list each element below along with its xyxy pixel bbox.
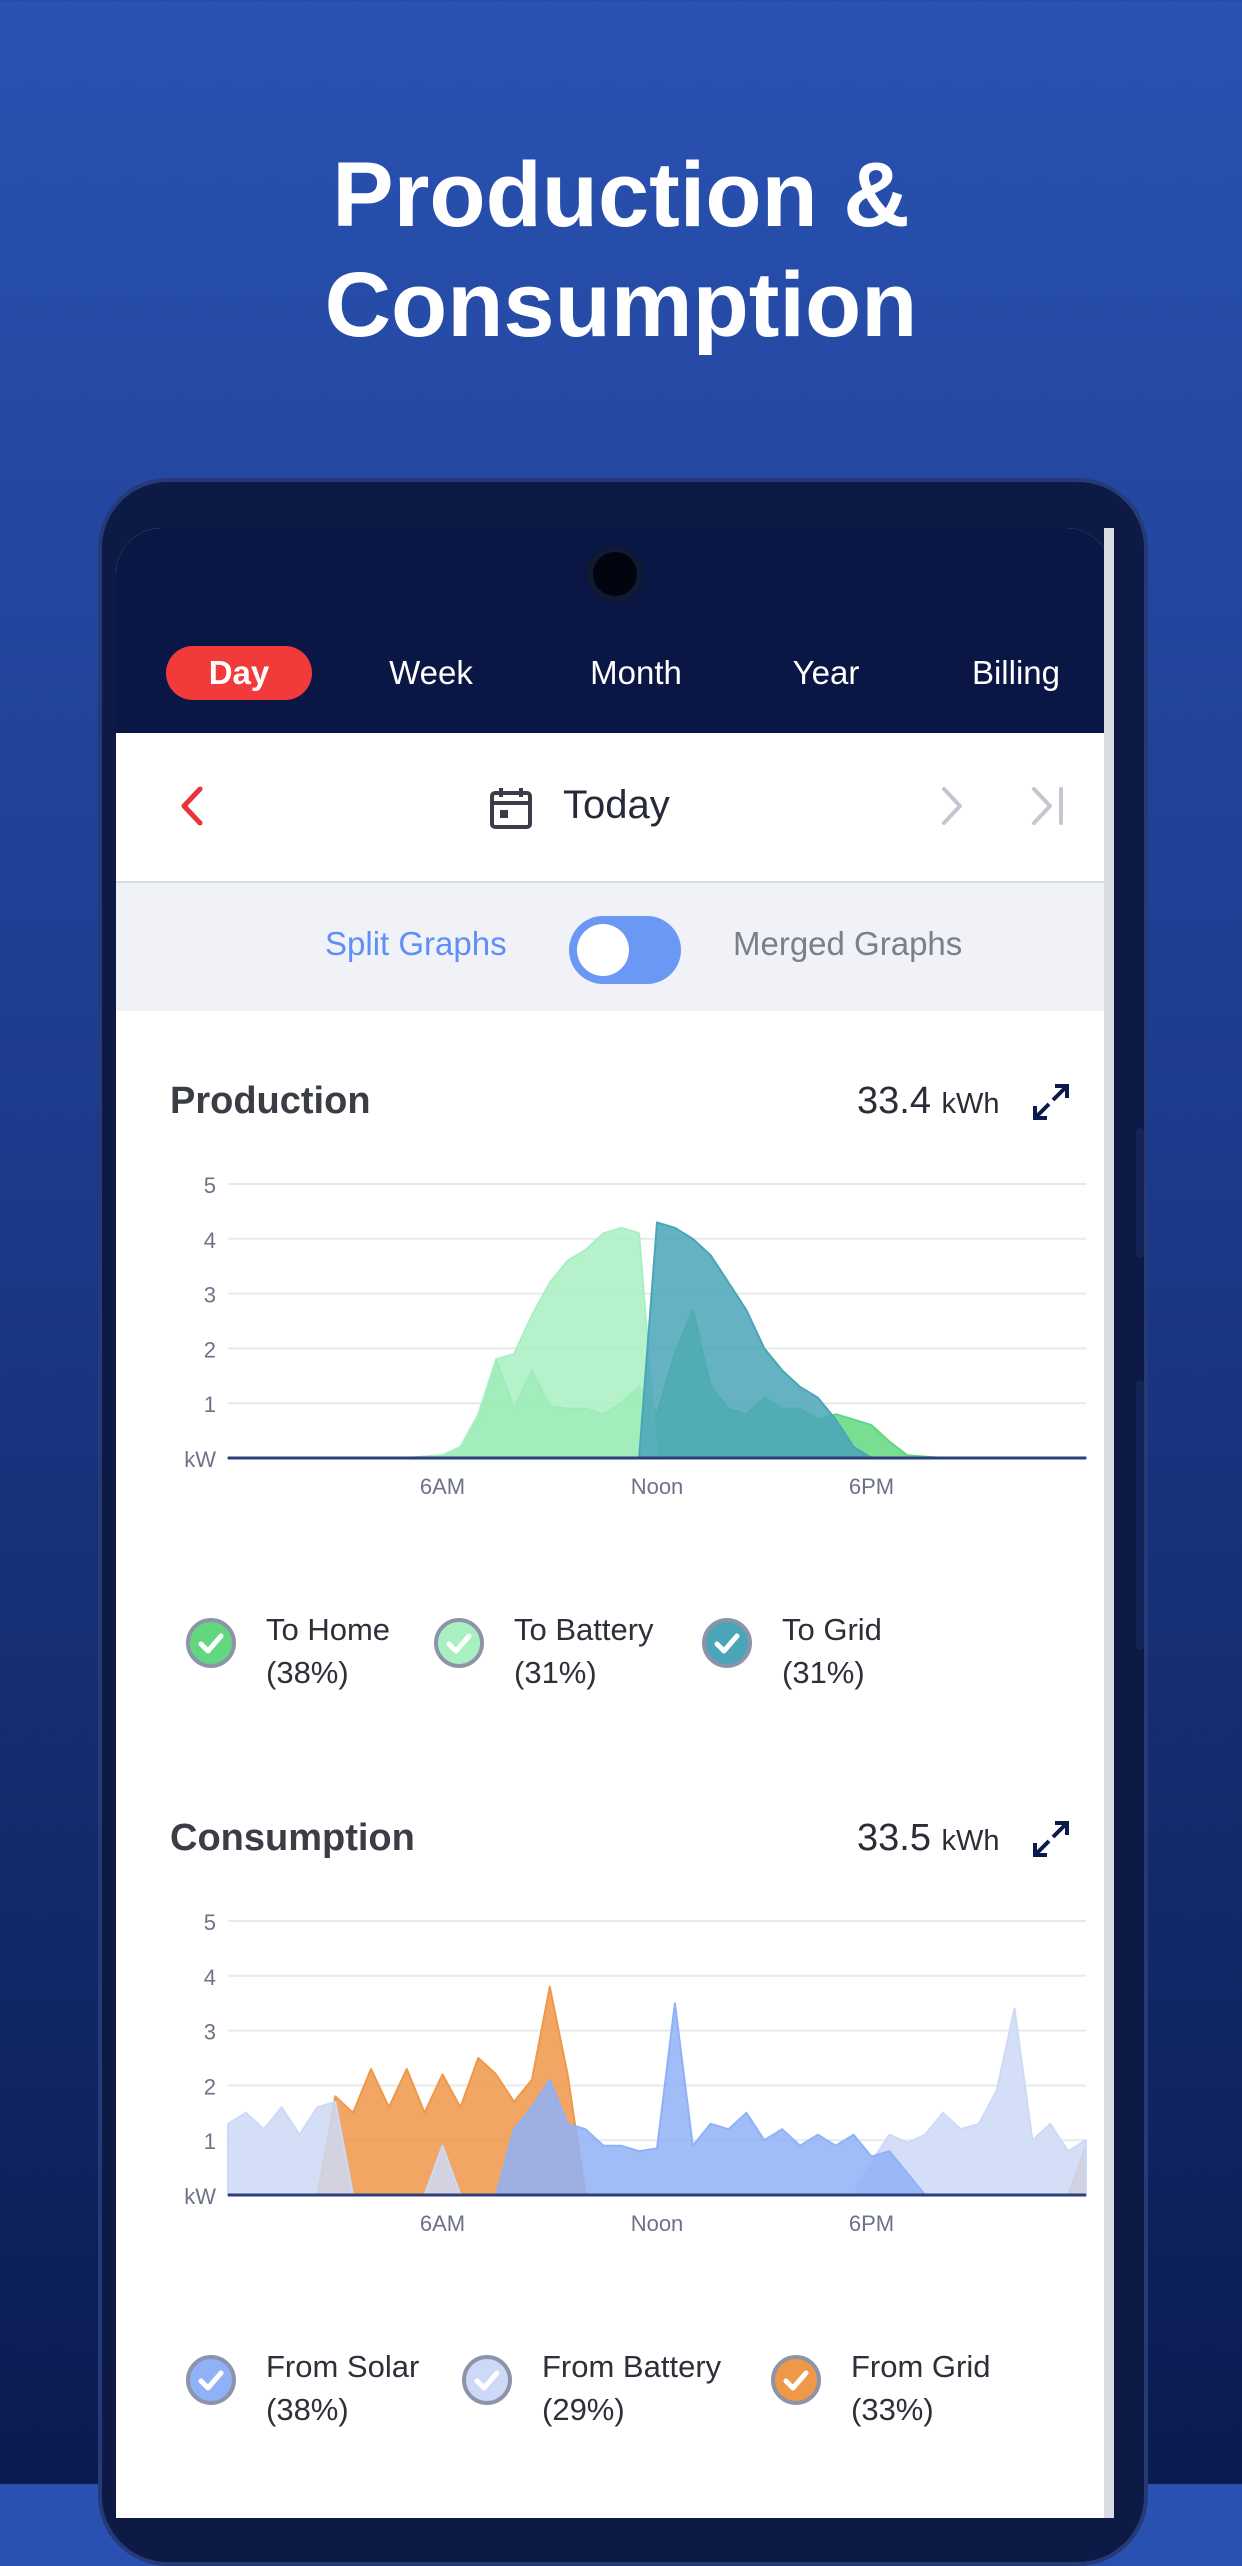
consumption-chart: kW 1 2 3 4 5 6AM Noon 6PM (184, 1910, 1087, 2235)
tab-day[interactable]: Day (166, 646, 312, 700)
production-x-tick: Noon (631, 1474, 684, 1498)
production-y-tick: kW (184, 1447, 216, 1472)
consumption-total: 33.5 kWh (857, 1817, 1000, 1860)
production-y-tick: 4 (204, 1228, 216, 1253)
merged-graphs-label[interactable]: Merged Graphs (733, 925, 963, 962)
production-total-unit: kWh (941, 1088, 1000, 1120)
production-chart: kW 1 2 3 4 5 6AM Noon 6PM (184, 1173, 1087, 1498)
screen-edge (1104, 528, 1114, 2518)
from-solar-check-icon (186, 2355, 236, 2405)
checkmark-stroke (714, 1633, 740, 1654)
to-battery-label: To Battery (514, 1612, 654, 1647)
checkmark-icon (714, 1633, 740, 1654)
production-y-tick: 3 (204, 1283, 216, 1308)
consumption-total-value: 33.5 (857, 1817, 931, 1859)
consumption-title: Consumption (170, 1817, 415, 1859)
split-graphs-label[interactable]: Split Graphs (325, 925, 507, 962)
front-camera (587, 546, 643, 602)
headline-line-1: Production & (332, 144, 910, 246)
consumption-x-tick: 6PM (849, 2211, 894, 2235)
skip-to-end-icon[interactable] (1028, 783, 1068, 829)
expand-production-icon[interactable] (1031, 1082, 1071, 1122)
graph-mode-toggle[interactable] (569, 916, 681, 984)
production-series-to-grid (227, 1221, 1087, 1459)
calendar-icon (490, 788, 532, 829)
checkmark-icon (783, 2370, 809, 2391)
volume-button (1136, 1128, 1144, 1258)
to-battery-check-icon (434, 1618, 484, 1668)
production-y-tick: 5 (204, 1173, 216, 1198)
consumption-y-tick: 4 (204, 1965, 216, 1990)
checkmark-icon (198, 2370, 224, 2391)
consumption-total-unit: kWh (941, 1825, 1000, 1857)
to-home-pct: (38%) (266, 1655, 349, 1690)
headline-line-2: Consumption (324, 254, 918, 356)
chevron-left-icon[interactable] (176, 783, 206, 829)
checkmark-icon (198, 1633, 224, 1654)
production-x-tick: 6PM (849, 1474, 894, 1498)
consumption-y-tick: kW (184, 2184, 216, 2209)
chevron-right-icon[interactable] (938, 783, 968, 829)
consumption-y-tick: 3 (204, 2020, 216, 2045)
to-home-check-icon (186, 1618, 236, 1668)
checkmark-stroke (783, 2370, 809, 2391)
to-grid-label: To Grid (782, 1612, 882, 1647)
from-solar-label: From Solar (266, 2349, 420, 2384)
production-x-tick: 6AM (420, 1474, 465, 1498)
tab-year[interactable]: Year (792, 654, 860, 691)
production-y-tick: 1 (204, 1392, 216, 1417)
from-grid-check-icon (771, 2355, 821, 2405)
production-total-value: 33.4 (857, 1080, 931, 1122)
from-grid-pct: (33%) (851, 2392, 934, 2427)
checkmark-icon (446, 1633, 472, 1654)
headline: Production & Consumption (0, 140, 1242, 360)
power-button (1136, 1380, 1144, 1650)
tab-month[interactable]: Month (590, 654, 682, 691)
to-home-label: To Home (266, 1612, 391, 1647)
consumption-y-tick: 2 (204, 2074, 216, 2099)
checkmark-stroke (446, 1633, 472, 1654)
consumption-x-tick: Noon (631, 2211, 684, 2235)
to-battery-pct: (31%) (514, 1655, 597, 1690)
graph-mode-bar: Split Graphs Merged Graphs (116, 883, 1112, 1011)
date-label[interactable]: Today (563, 783, 670, 827)
date-navigator: Today (116, 733, 1112, 883)
expand-consumption-icon[interactable] (1031, 1819, 1071, 1859)
production-y-tick: 2 (204, 1337, 216, 1362)
to-grid-check-icon (702, 1618, 752, 1668)
checkmark-stroke (198, 2370, 224, 2391)
from-grid-label: From Grid (851, 2349, 991, 2384)
from-battery-label: From Battery (542, 2349, 722, 2384)
checkmark-icon (474, 2370, 500, 2391)
period-tab-bar: Day Week Month Year Billing (116, 528, 1112, 733)
to-grid-pct: (31%) (782, 1655, 865, 1690)
consumption-y-tick: 5 (204, 1910, 216, 1935)
from-solar-pct: (38%) (266, 2392, 349, 2427)
toggle-knob (577, 924, 629, 976)
production-total: 33.4 kWh (857, 1080, 1000, 1123)
consumption-y-tick: 1 (204, 2129, 216, 2154)
checkmark-stroke (474, 2370, 500, 2391)
tab-billing[interactable]: Billing (971, 654, 1061, 691)
from-battery-pct: (29%) (542, 2392, 625, 2427)
app-screen: Day Week Month Year Billing Today Split … (116, 528, 1112, 2518)
from-battery-check-icon (462, 2355, 512, 2405)
consumption-x-tick: 6AM (420, 2211, 465, 2235)
checkmark-stroke (198, 1633, 224, 1654)
production-title: Production (170, 1080, 371, 1122)
tab-week[interactable]: Week (389, 654, 473, 691)
